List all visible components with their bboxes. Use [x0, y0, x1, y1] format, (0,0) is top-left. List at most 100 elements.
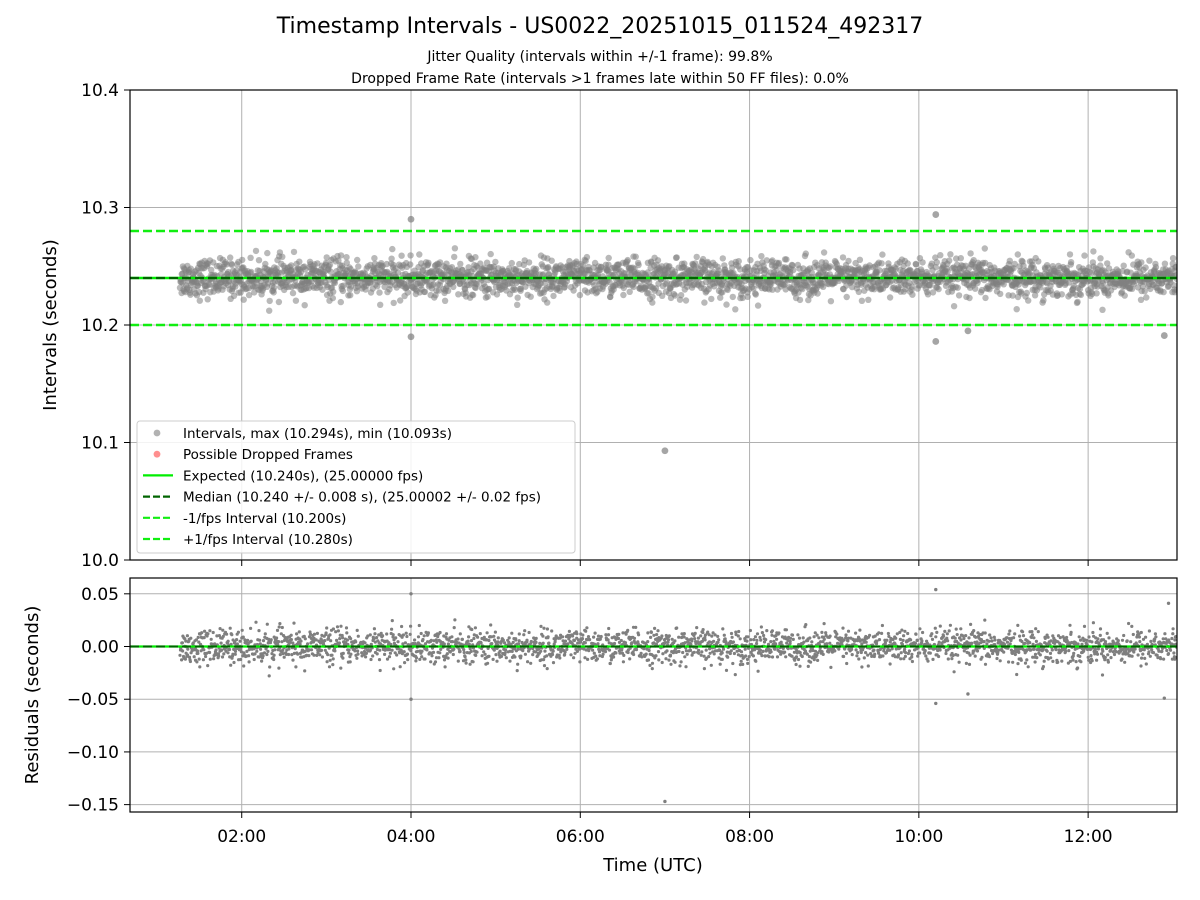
residual-point [439, 647, 443, 652]
residual-point [877, 631, 881, 635]
residual-point [954, 627, 958, 631]
residual-point [649, 635, 653, 640]
residual-point [854, 648, 858, 652]
residual-point [756, 669, 760, 673]
residual-point [864, 651, 868, 655]
residual-point [762, 640, 767, 644]
residual-point [221, 634, 225, 639]
residual-point [822, 622, 826, 626]
residual-point [513, 655, 517, 659]
interval-point [1067, 259, 1075, 266]
residual-point [499, 654, 504, 659]
residual-point [464, 658, 468, 662]
residual-point [952, 670, 956, 674]
interval-point [544, 263, 552, 271]
residual-point [632, 652, 636, 657]
residual-point [507, 636, 511, 640]
interval-point [270, 289, 277, 296]
residual-point [257, 629, 261, 633]
interval-point [635, 261, 642, 269]
residual-point [677, 649, 681, 654]
residual-point [1041, 665, 1045, 669]
residual-point [992, 635, 996, 639]
residual-point [281, 652, 285, 656]
residual-point [910, 655, 914, 659]
interval-point [632, 253, 639, 260]
residual-point [404, 631, 408, 635]
residual-point [208, 629, 212, 633]
residual-point [385, 657, 390, 661]
residual-point [1018, 634, 1022, 638]
residual-point [245, 649, 249, 654]
residual-point [697, 648, 701, 653]
interval-point [671, 292, 679, 299]
residual-point [186, 647, 190, 651]
residual-point [366, 634, 370, 638]
residual-point [755, 641, 759, 646]
interval-point [858, 297, 866, 304]
residual-point [909, 638, 913, 642]
residual-point [886, 631, 891, 636]
residual-point [529, 639, 533, 644]
residual-point [418, 657, 422, 662]
residual-point [916, 654, 920, 658]
residual-point [400, 624, 404, 629]
residual-point [1068, 642, 1072, 647]
interval-point [376, 289, 383, 296]
residual-point [1071, 654, 1075, 658]
residual-point [880, 623, 885, 628]
residual-point [480, 654, 484, 658]
interval-point [1152, 263, 1160, 271]
interval-point [477, 260, 484, 267]
interval-point [775, 259, 783, 267]
residual-point [255, 649, 259, 653]
residual-point [677, 635, 681, 639]
residual-point [937, 640, 941, 644]
residual-point [307, 648, 311, 652]
interval-point [886, 294, 894, 301]
residual-point [1046, 635, 1050, 639]
residual-point [402, 650, 406, 654]
interval-point [744, 293, 751, 300]
interval-point [649, 299, 656, 306]
residual-point [1007, 660, 1011, 664]
residual-point [1058, 636, 1062, 640]
residual-point [421, 637, 425, 642]
residual-point [907, 649, 912, 653]
interval-point [407, 261, 414, 268]
residual-point [282, 655, 286, 659]
residual-point [543, 649, 547, 653]
residual-point [356, 652, 360, 656]
residual-point [702, 667, 707, 671]
interval-point [337, 298, 344, 306]
residual-point [915, 638, 919, 642]
interval-point [247, 254, 254, 261]
residual-point [503, 641, 507, 645]
residual-point [247, 660, 251, 664]
residual-point [285, 639, 290, 644]
residual-point [660, 634, 664, 638]
interval-point [1161, 260, 1169, 267]
residual-point [585, 626, 589, 630]
residual-point [1008, 642, 1012, 646]
residual-point [821, 652, 825, 657]
residual-point [932, 642, 937, 647]
residual-point [918, 651, 922, 655]
interval-point [693, 253, 700, 261]
residual-point [269, 638, 273, 642]
residual-point [943, 629, 947, 634]
residual-point [299, 639, 303, 643]
residual-point [389, 642, 393, 647]
residual-point [673, 639, 677, 643]
residual-point [928, 651, 932, 655]
residual-point [550, 652, 555, 657]
interval-point [377, 301, 384, 308]
residual-point [573, 651, 577, 655]
residual-point [775, 655, 780, 659]
residual-point [720, 657, 724, 662]
interval-point [932, 264, 939, 271]
residual-point [303, 649, 307, 654]
residual-point [903, 654, 908, 659]
residual-point [303, 669, 307, 673]
interval-point [1138, 259, 1145, 266]
